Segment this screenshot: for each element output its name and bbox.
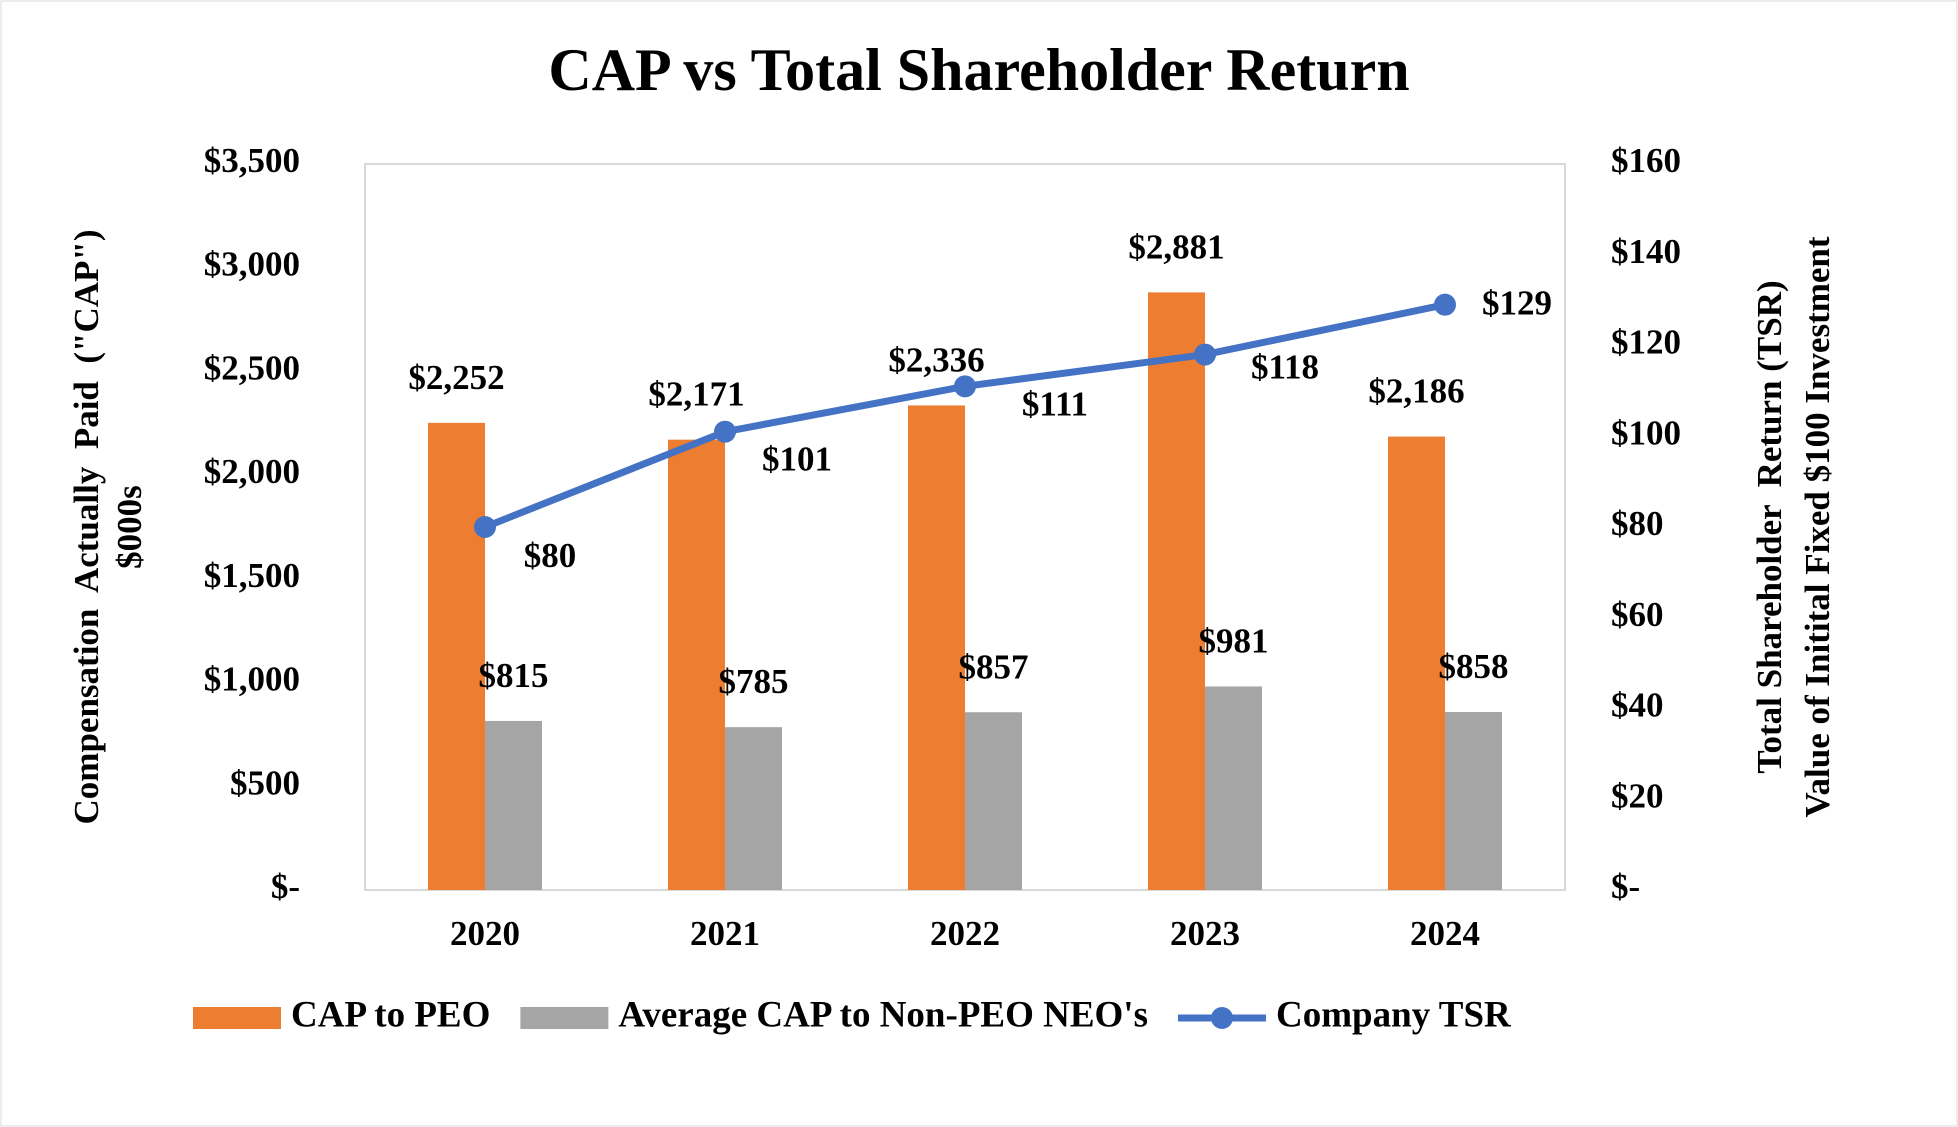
y-axis-title: Compensation Actually Paid ("CAP") xyxy=(67,230,106,825)
legend-swatch xyxy=(193,1007,281,1029)
x-tick-label: 2021 xyxy=(690,914,760,953)
legend-swatch xyxy=(520,1007,609,1029)
y2-axis-title: Value of Initital Fixed $100 Investment xyxy=(1798,236,1837,817)
line-marker xyxy=(714,420,736,443)
bar xyxy=(1388,436,1445,890)
y-tick-label: $1,500 xyxy=(204,556,300,595)
data-label: $118 xyxy=(1251,348,1319,387)
data-label: $2,881 xyxy=(1128,227,1224,266)
bar xyxy=(428,422,485,890)
legend-label: Company TSR xyxy=(1276,994,1512,1035)
data-label: $80 xyxy=(524,536,577,575)
y-tick-label: $500 xyxy=(230,763,300,802)
y-tick-label: $1,000 xyxy=(204,660,300,699)
data-label: $2,186 xyxy=(1368,372,1464,411)
bar xyxy=(1148,292,1205,890)
bar xyxy=(965,712,1022,890)
y-tick-label: $3,000 xyxy=(204,245,300,284)
legend-label: Average CAP to Non-PEO NEO's xyxy=(618,994,1148,1035)
y2-axis-title: Total Shareholder Return (TSR) xyxy=(1750,280,1789,773)
bar xyxy=(1205,686,1262,890)
y2-tick-label: $20 xyxy=(1611,776,1664,815)
data-label: $129 xyxy=(1482,284,1552,323)
y2-tick-label: $60 xyxy=(1611,595,1664,634)
data-label: $2,336 xyxy=(888,340,984,379)
data-label: $101 xyxy=(762,440,832,479)
data-label: $981 xyxy=(1199,622,1269,661)
data-label: $858 xyxy=(1439,647,1509,686)
line-marker xyxy=(954,375,976,398)
data-label: $2,171 xyxy=(648,375,744,414)
bar xyxy=(725,727,782,890)
bar xyxy=(1445,712,1502,890)
legend-label: CAP to PEO xyxy=(291,994,490,1035)
x-tick-label: 2020 xyxy=(450,914,520,953)
y2-tick-label: $80 xyxy=(1611,504,1664,543)
data-label: $785 xyxy=(719,662,789,701)
y2-tick-label: $100 xyxy=(1611,413,1681,452)
y-tick-label: $2,000 xyxy=(204,452,300,491)
data-label: $857 xyxy=(959,647,1029,686)
y-axis-title: $000s xyxy=(110,485,149,569)
x-tick-label: 2024 xyxy=(1410,914,1480,953)
x-tick-label: 2023 xyxy=(1170,914,1240,953)
bar xyxy=(485,720,542,890)
data-label: $111 xyxy=(1022,384,1088,423)
bar xyxy=(668,439,725,890)
chart-title: CAP vs Total Shareholder Return xyxy=(548,37,1409,103)
line-marker xyxy=(1434,293,1456,316)
legend-swatch xyxy=(1211,1007,1233,1029)
data-label: $815 xyxy=(479,656,549,695)
y-tick-label: $- xyxy=(271,867,300,906)
y-tick-label: $2,500 xyxy=(204,348,300,387)
line-marker xyxy=(474,516,496,538)
x-tick-label: 2022 xyxy=(930,914,1000,953)
y2-tick-label: $140 xyxy=(1611,232,1681,271)
y-tick-label: $3,500 xyxy=(204,141,300,180)
bar xyxy=(908,405,965,890)
y2-tick-label: $- xyxy=(1611,867,1640,906)
line-marker xyxy=(1194,343,1216,366)
data-label: $2,252 xyxy=(408,358,504,397)
y2-tick-label: $160 xyxy=(1611,141,1681,180)
y2-tick-label: $120 xyxy=(1611,323,1681,362)
y2-tick-label: $40 xyxy=(1611,686,1664,725)
